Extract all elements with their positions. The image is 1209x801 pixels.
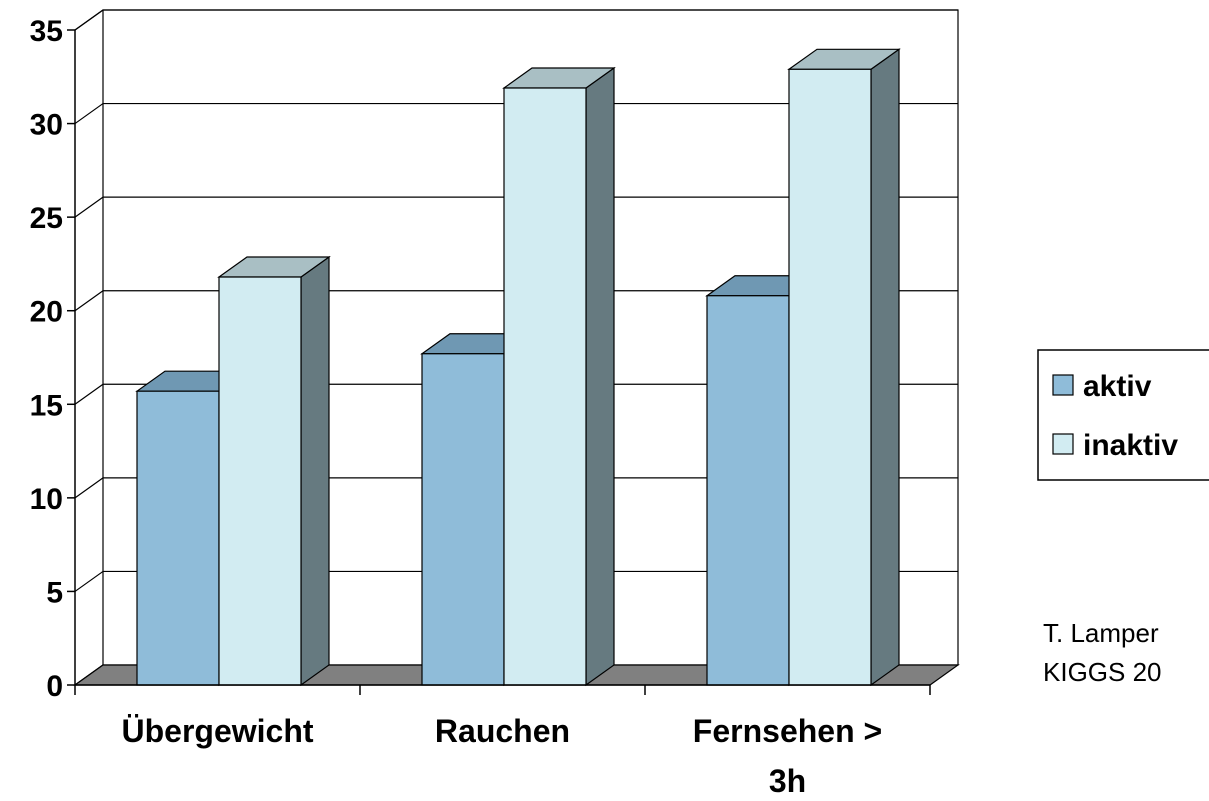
y-tick-label: 0	[46, 670, 63, 703]
bar-front-face	[421, 353, 505, 686]
source-note-line1: T. Lamper	[1043, 618, 1159, 648]
bar-side-face	[585, 66, 615, 687]
gridline-side	[74, 103, 104, 125]
legend: aktiv inaktiv	[1037, 349, 1209, 481]
bars-layer	[135, 48, 901, 687]
gridline-side	[74, 290, 104, 312]
x-category-label: 3h	[769, 763, 806, 799]
legend-label-aktiv: aktiv	[1083, 370, 1152, 403]
legend-swatch-inaktiv	[1052, 433, 1074, 455]
legend-swatch-aktiv	[1052, 374, 1074, 396]
y-tick-label: 15	[30, 389, 63, 422]
bar-side-face	[870, 48, 900, 687]
x-category-label: Übergewicht	[121, 713, 313, 749]
bar-front-face	[503, 87, 587, 686]
legend-box	[1037, 349, 1209, 481]
bar-front-face	[218, 276, 302, 686]
x-category-label: Fernsehen >	[693, 713, 882, 749]
gridline-side	[74, 9, 104, 31]
bar-front-face	[706, 295, 790, 686]
gridline-side	[74, 196, 104, 218]
axis-layer: 0 5 10 15 20 25 30 35 Übergewicht Rauchen Fernsehe…	[30, 15, 931, 799]
gridline-side	[74, 383, 104, 405]
bar-inaktiv-1	[502, 66, 616, 687]
gridline-side	[74, 477, 104, 499]
y-tick-label: 35	[30, 15, 63, 48]
bar-inaktiv-0	[217, 255, 331, 687]
legend-label-inaktiv: inaktiv	[1083, 429, 1178, 462]
y-tick-label: 25	[30, 202, 63, 235]
y-tick-label: 5	[46, 576, 63, 609]
bar-inaktiv-2	[787, 48, 901, 687]
gridline-side	[74, 570, 104, 592]
bar-front-face	[788, 68, 872, 686]
source-note-line2: KIGGS 20	[1043, 657, 1162, 687]
y-tick-label: 30	[30, 109, 63, 142]
bar-front-face	[136, 390, 220, 686]
bar-side-face	[300, 255, 330, 687]
x-category-label: Rauchen	[435, 713, 570, 749]
y-tick-label: 10	[30, 483, 63, 516]
y-tick-label: 20	[30, 296, 63, 329]
